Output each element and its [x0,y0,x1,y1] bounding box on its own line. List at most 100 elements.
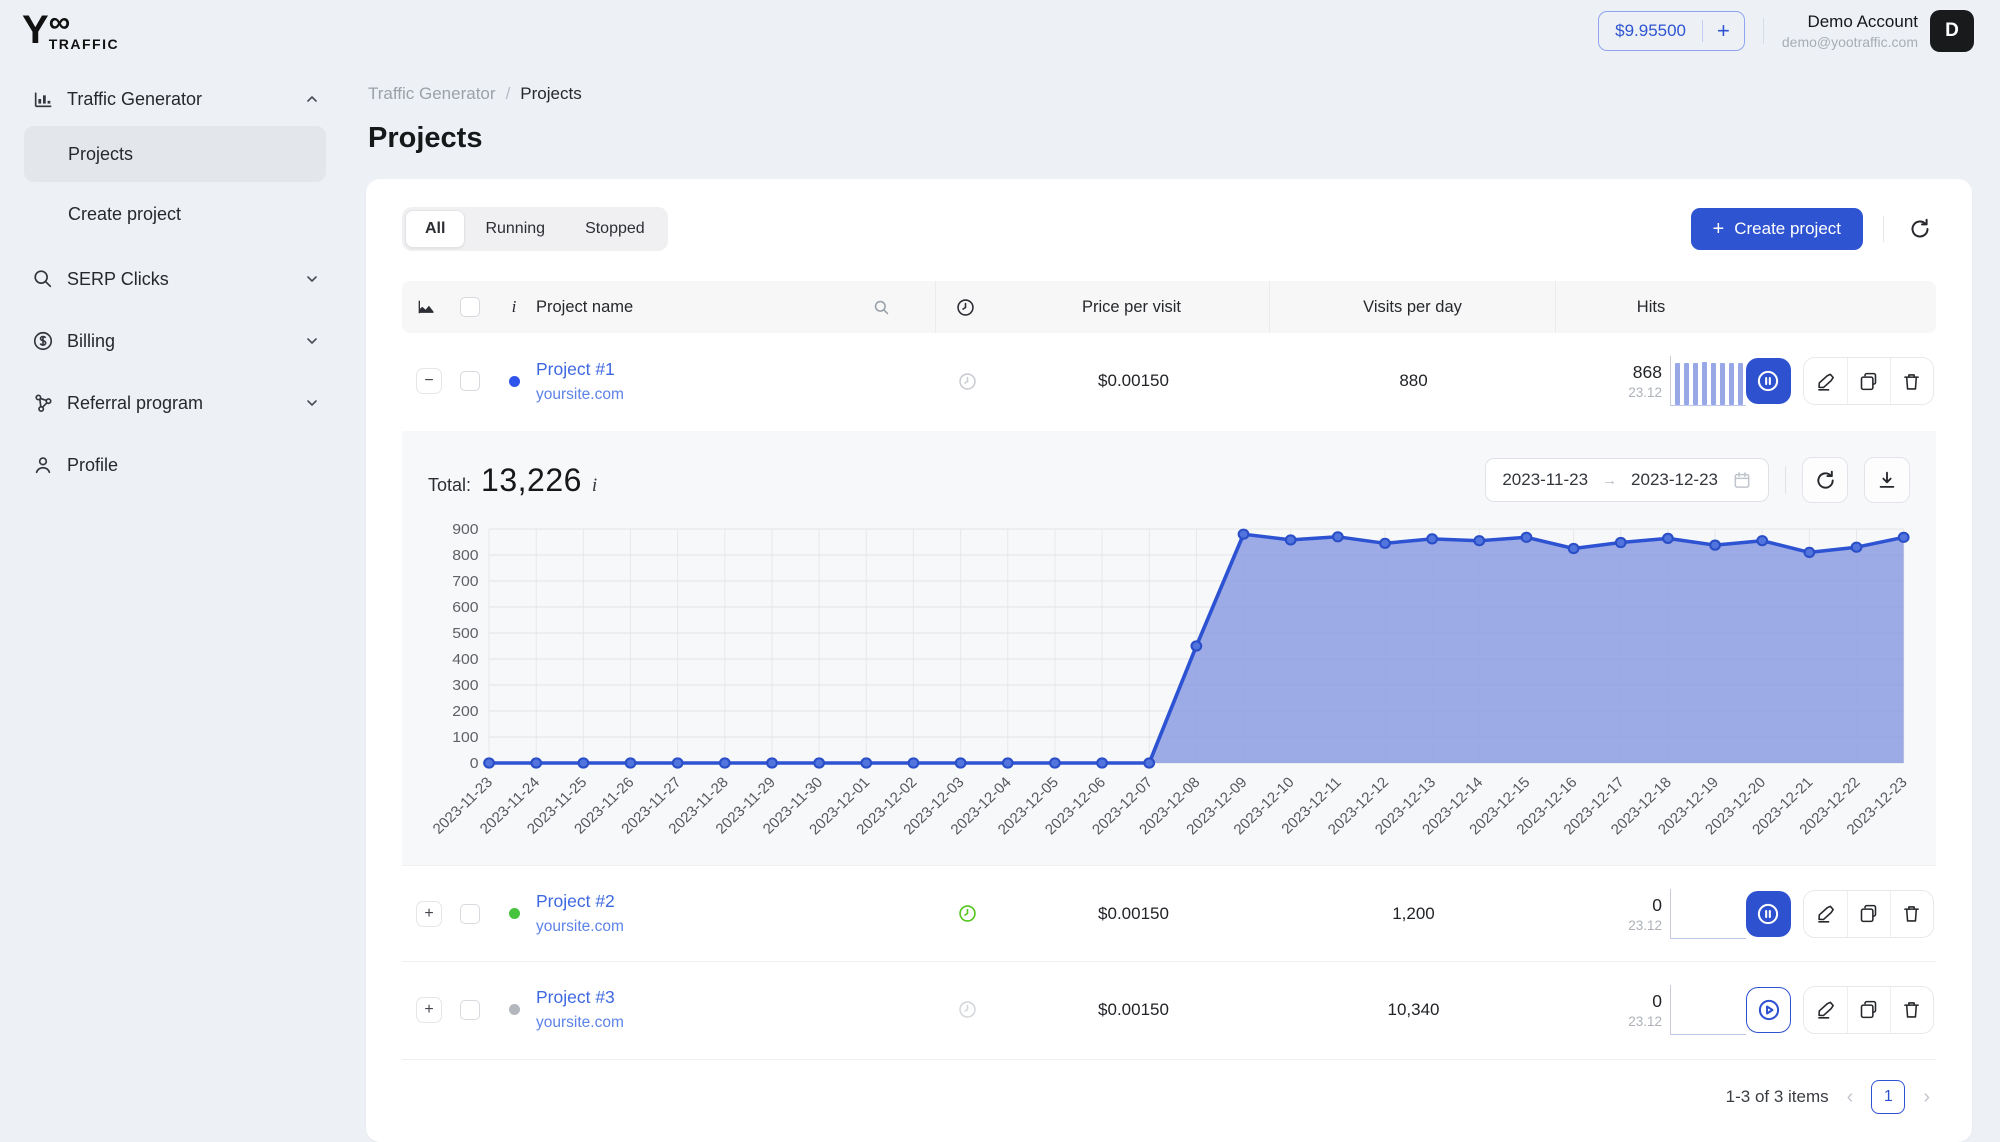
sidebar-item-label: Referral program [67,393,203,414]
sidebar-item-referral-program[interactable]: Referral program [24,380,326,426]
schedule-clock-icon[interactable] [957,371,978,392]
pagination-summary: 1-3 of 3 items [1726,1087,1829,1107]
avatar[interactable]: D [1930,10,1974,52]
collapse-row-button[interactable]: − [416,368,442,394]
date-range-picker[interactable]: 2023-11-23 → 2023-12-23 [1485,458,1769,502]
mini-bar [1684,363,1689,405]
trash-icon [1901,903,1922,924]
edit-button[interactable] [1804,987,1847,1033]
play-circle-icon [1756,997,1782,1023]
sidebar-item-create-project[interactable]: Create project [24,186,326,242]
hits-mini-chart [1670,985,1746,1035]
select-all-checkbox[interactable] [460,297,480,317]
edit-button[interactable] [1804,891,1847,937]
pause-project-button[interactable] [1746,891,1791,937]
edit-button[interactable] [1804,358,1847,404]
brand-logo[interactable]: Y ∞ TRAFFIC [22,11,119,52]
account-email: demo@yootraffic.com [1782,34,1918,50]
search-icon[interactable] [872,298,891,317]
mini-bar [1693,363,1698,405]
hits-value: 0 [1628,895,1662,916]
expand-row-button[interactable]: + [416,997,442,1023]
copy-icon [1858,371,1879,392]
date-to[interactable]: 2023-12-23 [1631,470,1718,490]
col-header-project-name: Project name [536,298,633,317]
project-name-link[interactable]: Project #2 [536,891,624,912]
row-checkbox[interactable] [460,371,480,391]
price-per-visit-value: $0.00150 [996,904,1271,924]
start-project-button[interactable] [1746,987,1791,1033]
price-per-visit-value: $0.00150 [996,1000,1271,1020]
logo-word: TRAFFIC [49,36,119,52]
duplicate-button[interactable] [1847,891,1890,937]
project-name-link[interactable]: Project #1 [536,359,624,380]
chevron-down-icon [304,395,320,411]
chevron-down-icon [304,271,320,287]
row-checkbox[interactable] [460,1000,480,1020]
create-project-button[interactable]: + Create project [1691,208,1863,250]
sidebar-item-serp-clicks[interactable]: SERP Clicks [24,256,326,302]
svg-text:700: 700 [452,573,478,590]
duplicate-button[interactable] [1847,358,1890,404]
price-per-visit-value: $0.00150 [996,371,1271,391]
page-number-button[interactable]: 1 [1871,1080,1905,1114]
col-header-hits: Hits [1556,298,1746,317]
hits-mini-chart [1670,356,1746,406]
hits-date: 23.12 [1628,1014,1662,1029]
prev-page-button[interactable]: ‹ [1847,1086,1854,1109]
area-chart-icon [416,297,436,317]
refresh-chart-button[interactable] [1802,457,1848,503]
mini-bar [1711,363,1716,405]
account-menu[interactable]: Demo Account demo@yootraffic.com D [1782,10,1974,52]
clock-icon[interactable] [955,297,976,318]
sidebar-item-traffic-generator[interactable]: Traffic Generator [24,76,326,122]
sidebar-item-profile[interactable]: Profile [24,442,326,488]
total-info-icon[interactable]: i [592,475,597,497]
schedule-clock-icon[interactable] [957,999,978,1020]
svg-text:300: 300 [452,677,478,694]
sidebar-item-label: SERP Clicks [67,269,169,290]
row-actions [1803,986,1934,1034]
sidebar-item-billing[interactable]: Billing [24,318,326,364]
balance-pill[interactable]: $9.95500 + [1598,11,1745,51]
next-page-button[interactable]: › [1923,1086,1930,1109]
date-from[interactable]: 2023-11-23 [1502,470,1588,490]
pause-project-button[interactable] [1746,358,1791,404]
logo-letter-y: Y [22,11,47,49]
tab-running[interactable]: Running [465,210,565,248]
download-chart-button[interactable] [1864,457,1910,503]
breadcrumb-current: Projects [520,84,581,104]
project-domain-link[interactable]: yoursite.com [536,386,624,404]
schedule-clock-icon[interactable] [957,903,978,924]
mini-bar [1720,363,1725,405]
add-funds-button[interactable]: + [1703,20,1744,42]
expand-row-button[interactable]: + [416,901,442,927]
delete-button[interactable] [1890,891,1933,937]
balance-amount[interactable]: $9.95500 [1599,21,1702,41]
delete-button[interactable] [1890,358,1933,404]
delete-button[interactable] [1890,987,1933,1033]
refresh-list-button[interactable] [1904,213,1936,245]
tab-all[interactable]: All [405,210,465,248]
breadcrumb-parent[interactable]: Traffic Generator [368,84,496,104]
total-value: 13,226 [481,462,582,499]
projects-card: All Running Stopped + Create project [366,179,1972,1142]
trash-icon [1901,999,1922,1020]
duplicate-button[interactable] [1847,987,1890,1033]
share-network-icon [32,392,54,414]
sidebar-item-projects[interactable]: Projects [24,126,326,182]
svg-text:600: 600 [452,599,478,616]
tab-stopped[interactable]: Stopped [565,210,665,248]
visits-per-day-value: 880 [1271,371,1556,391]
project-domain-link[interactable]: yoursite.com [536,1014,624,1032]
project-domain-link[interactable]: yoursite.com [536,918,624,936]
toolbar-divider [1883,216,1884,242]
calendar-icon [1732,470,1752,490]
top-bar: Y ∞ TRAFFIC $9.95500 + Demo Account demo… [0,0,2000,62]
row-checkbox[interactable] [460,904,480,924]
user-icon [32,454,54,476]
sidebar-item-label: Profile [67,455,118,476]
sidebar-item-label: Create project [68,204,181,225]
pause-circle-icon [1755,368,1781,394]
project-name-link[interactable]: Project #3 [536,987,624,1008]
